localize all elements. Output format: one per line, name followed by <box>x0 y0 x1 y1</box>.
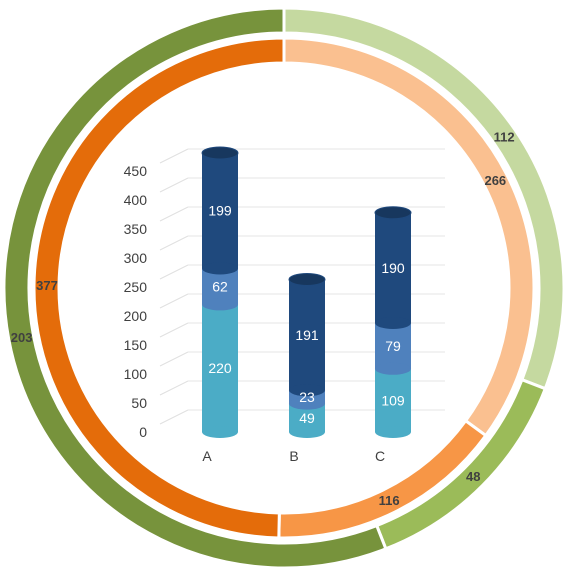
x-category-label-C: C <box>375 448 385 464</box>
bar-C-value-label-0: 109 <box>381 392 405 408</box>
y-tick-label: 400 <box>124 192 148 208</box>
grid-diagonal <box>159 409 189 425</box>
grid-diagonal <box>159 206 189 222</box>
grid-diagonal <box>159 293 189 309</box>
grid-diagonal <box>159 235 189 251</box>
bar-B-value-label-1: 23 <box>299 389 315 405</box>
grid-diagonal <box>159 351 189 367</box>
bar-B-segment-1-base <box>289 397 325 410</box>
bar-C-segment-1-base <box>375 362 411 375</box>
grid-diagonal <box>159 322 189 338</box>
x-category-label-B: B <box>289 448 298 464</box>
bar-C-segment-2 <box>375 212 411 323</box>
grid-diagonal <box>159 177 189 193</box>
bar-C-segment-0-base <box>375 426 411 438</box>
y-tick-label: 200 <box>124 308 148 324</box>
grid-diagonal <box>159 380 189 396</box>
bar-A-segment-2-base <box>202 262 238 275</box>
bar-A-segment-1-base <box>202 298 238 311</box>
bar-A-top-cap <box>201 146 239 160</box>
y-tick-label: 100 <box>124 366 148 382</box>
label-layer: 112 48 203 266 116 377 220 62 199 49 23 191 109 79 190 <box>11 129 515 508</box>
inner-ring-value-label-1: 116 <box>379 493 400 508</box>
y-tick-label: 150 <box>124 337 148 353</box>
inner-ring-value-label-2: 377 <box>36 278 58 293</box>
donut-layer <box>2 6 566 570</box>
y-tick-label: 50 <box>131 395 147 411</box>
bar-B-value-label-0: 49 <box>299 410 315 426</box>
bar-B-segment-2-base <box>289 384 325 397</box>
bar-B-segment-2 <box>289 279 325 391</box>
bar-A-segment-0 <box>202 304 238 432</box>
bar-B-top-cap <box>288 272 326 286</box>
bar-A-segment-2 <box>202 153 238 269</box>
bar-A-segment-0-base <box>202 426 238 438</box>
bar-layer <box>201 146 412 438</box>
outer-ring-value-label-2: 203 <box>11 330 33 345</box>
bar-B-value-label-2: 191 <box>295 327 319 343</box>
y-tick-label: 450 <box>124 163 148 179</box>
grid-diagonal <box>159 264 189 280</box>
x-category-label-A: A <box>202 448 212 464</box>
bar-A-value-label-1: 62 <box>212 278 228 294</box>
bar-C-top-cap <box>374 206 412 220</box>
bar-C-value-label-2: 190 <box>381 260 405 276</box>
bar-C-segment-2-base <box>375 316 411 329</box>
inner-ring-slice-2 <box>32 36 286 540</box>
y-tick-label: 350 <box>124 221 148 237</box>
y-tick-label: 0 <box>139 424 147 440</box>
outer-ring-value-label-1: 48 <box>466 469 480 484</box>
outer-ring-value-label-0: 112 <box>494 129 515 144</box>
y-tick-label: 300 <box>124 250 148 266</box>
bar-B-segment-0-base <box>289 426 325 438</box>
bar-A-value-label-0: 220 <box>208 360 232 376</box>
inner-ring-value-label-0: 266 <box>484 173 506 188</box>
bar-C-segment-1 <box>375 322 411 369</box>
bar-A-value-label-2: 199 <box>208 203 232 219</box>
y-tick-label: 250 <box>124 279 148 295</box>
bar-C-segment-0 <box>375 368 411 432</box>
outer-ring-slice-2 <box>2 6 388 570</box>
bar-C-value-label-1: 79 <box>385 338 401 354</box>
grid-diagonal <box>159 148 189 164</box>
